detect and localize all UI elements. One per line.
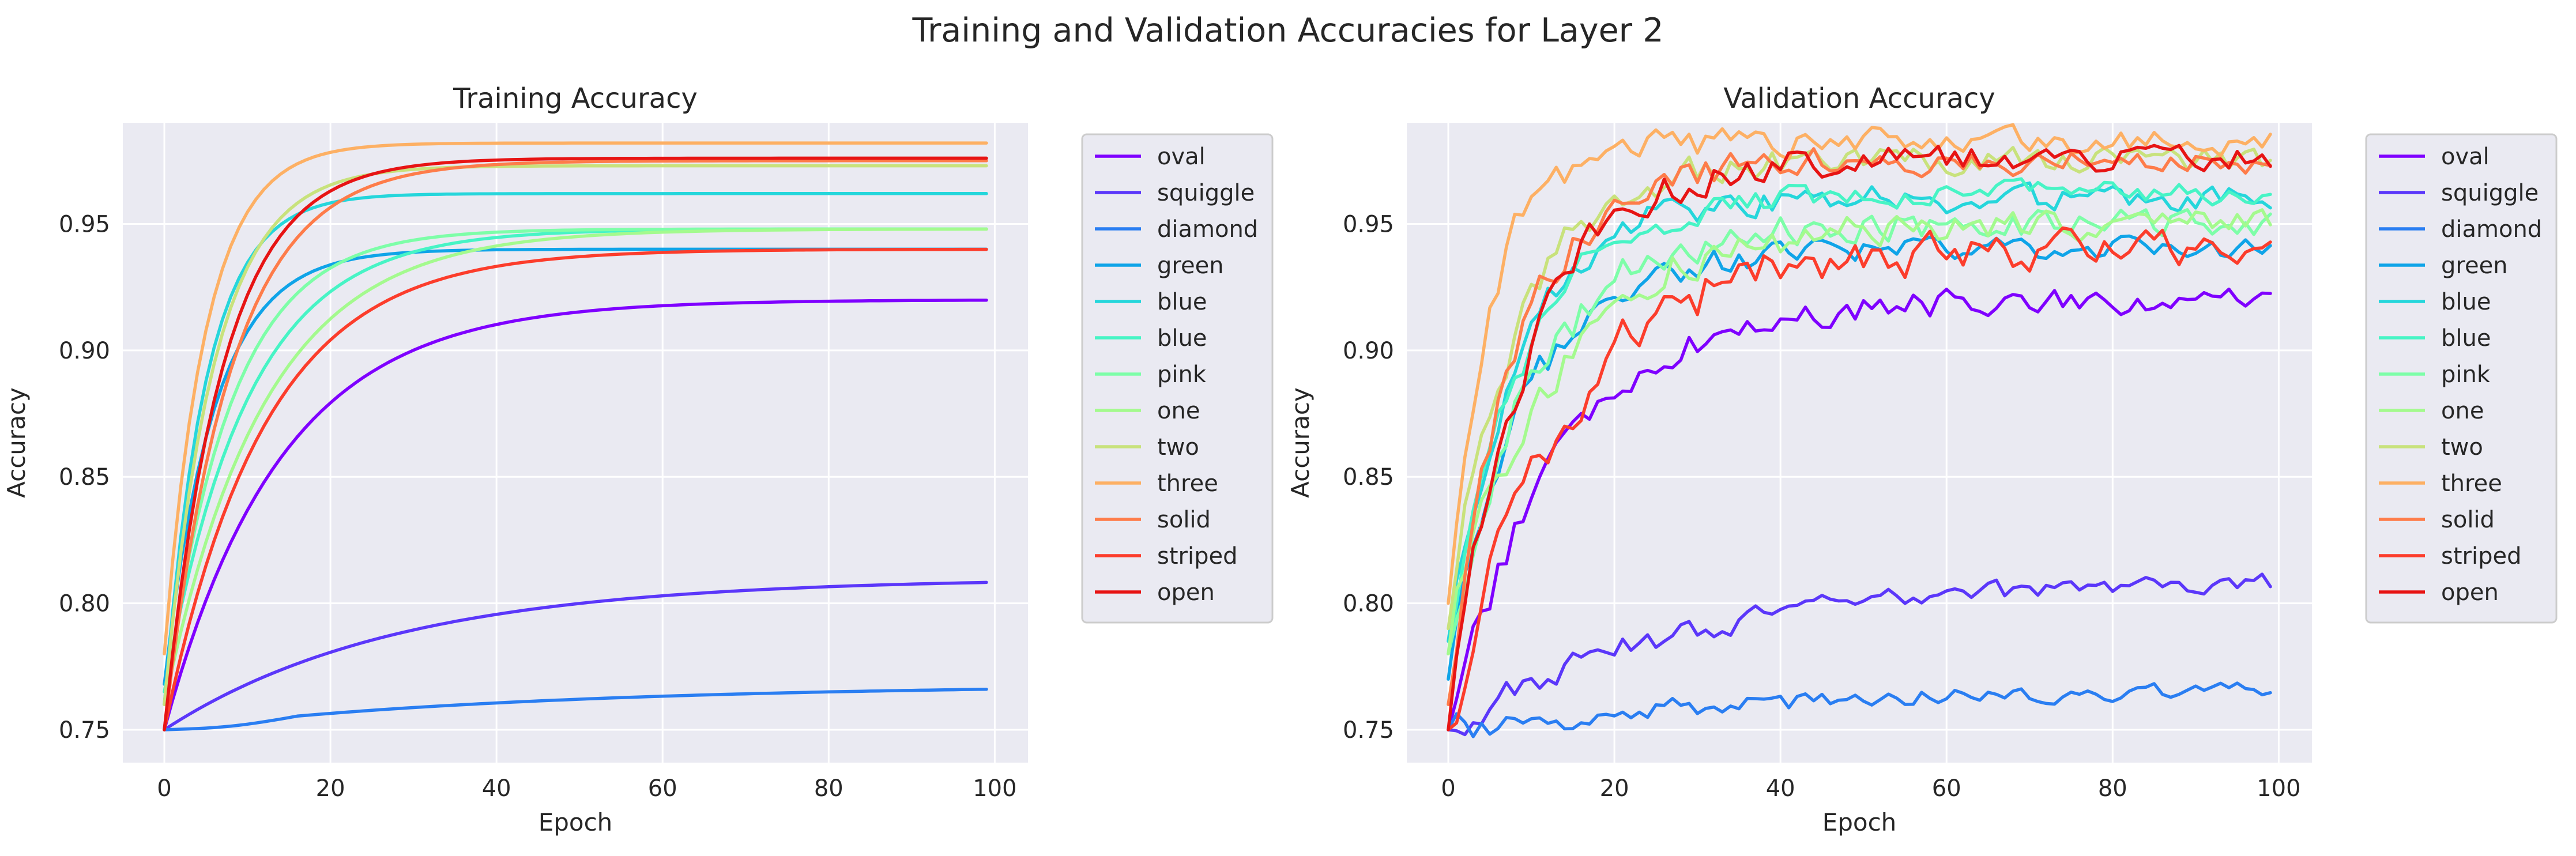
series-line-solid (163, 159, 988, 731)
series-line-two (1447, 146, 2272, 631)
legend-label: oval (1157, 144, 1206, 170)
series-line-striped (1447, 226, 2272, 731)
legend-label: oval (2441, 144, 2490, 170)
y-tick-label: 0.80 (1343, 591, 1394, 617)
legend-label: three (1157, 470, 1218, 497)
legend: oval squiggle diamond green blue blue pink one t… (2365, 133, 2558, 624)
series-line-diamond (1447, 681, 2272, 738)
legend-label: one (2441, 398, 2484, 424)
axes-title: Training Accuracy (453, 82, 698, 115)
x-tick-label: 60 (648, 775, 677, 802)
series-lines (163, 141, 988, 731)
legend-label: blue (2441, 325, 2491, 352)
legend-label: two (2441, 434, 2483, 461)
y-tick-label: 0.75 (59, 717, 110, 744)
y-tick-label: 0.85 (1343, 464, 1394, 491)
legend-label: solid (1157, 507, 1211, 533)
plot-area (123, 123, 1028, 763)
y-tick-label: 0.90 (1343, 338, 1394, 364)
series-line-three (163, 141, 988, 656)
legend-label: two (1157, 434, 1199, 461)
y-tick-label: 0.85 (59, 464, 110, 491)
legend-label: squiggle (1157, 180, 1255, 206)
series-line-diamond (163, 687, 988, 731)
validation-accuracy-panel: 0 20 40 60 80 100 0.75 0.80 0.85 0.90 0.95 Validati… (1286, 82, 2558, 836)
legend-label: open (2441, 579, 2499, 606)
training-accuracy-panel: 0 20 40 60 80 100 0.75 0.80 0.85 0.90 0.95 Training… (2, 82, 1274, 836)
series-line-oval (163, 298, 988, 731)
legend-label: solid (2441, 507, 2495, 533)
y-tick-label: 0.95 (1343, 211, 1394, 237)
legend-label: diamond (1157, 216, 1258, 243)
x-tick-label: 0 (1441, 775, 1455, 802)
series-line-blue (1447, 181, 2272, 643)
y-tick-label: 0.95 (59, 211, 110, 237)
series-line-open (163, 156, 988, 731)
legend-label: diamond (2441, 216, 2542, 243)
x-tick-label: 60 (1932, 775, 1961, 802)
x-tick-label: 100 (973, 775, 1016, 802)
legend-label: open (1157, 579, 1215, 606)
legend: oval squiggle diamond green blue blue pink one t… (1081, 133, 1274, 624)
x-tick-label: 40 (482, 775, 511, 802)
legend-box (2365, 133, 2558, 624)
series-line-oval (1447, 287, 2272, 731)
x-tick-label: 80 (2098, 775, 2127, 802)
series-line-three (1447, 123, 2272, 605)
series-line-squiggle (1447, 572, 2272, 737)
legend-label: pink (2441, 361, 2491, 388)
legend-label: blue (2441, 289, 2491, 315)
x-tick-label: 80 (814, 775, 843, 802)
series-line-open (1447, 144, 2272, 731)
legend-label: squiggle (2441, 180, 2539, 206)
legend-label: blue (1157, 325, 1207, 352)
y-tick-label: 0.75 (1343, 717, 1394, 744)
legend-label: pink (1157, 361, 1207, 388)
y-tick-label: 0.80 (59, 591, 110, 617)
legend-label: striped (1157, 543, 1237, 570)
series-line-striped (163, 247, 988, 731)
series-line-blue (1447, 177, 2272, 656)
x-tick-label: 0 (157, 775, 171, 802)
legend-label: three (2441, 470, 2502, 497)
legend-label: one (1157, 398, 1200, 424)
series-line-one (1447, 208, 2272, 656)
legend-label: striped (2441, 543, 2521, 570)
x-tick-label: 20 (1600, 775, 1629, 802)
x-tick-label: 100 (2257, 775, 2300, 802)
legend-label: green (1157, 252, 1224, 279)
axes-title: Validation Accuracy (1723, 82, 1995, 115)
series-lines (1447, 123, 2272, 738)
series-line-two (163, 164, 988, 706)
x-axis-label: Epoch (538, 808, 613, 836)
legend-box (1081, 133, 1274, 624)
y-axis-label: Accuracy (2, 387, 31, 498)
series-line-squiggle (163, 580, 988, 731)
y-tick-label: 0.90 (59, 338, 110, 364)
y-axis-label: Accuracy (1286, 387, 1315, 498)
x-tick-label: 40 (1766, 775, 1795, 802)
x-axis-label: Epoch (1822, 808, 1897, 836)
legend-label: green (2441, 252, 2508, 279)
series-line-one (163, 227, 988, 706)
figure-title: Training and Validation Accuracies for L… (912, 12, 1664, 50)
x-tick-label: 20 (316, 775, 345, 802)
legend-label: blue (1157, 289, 1207, 315)
